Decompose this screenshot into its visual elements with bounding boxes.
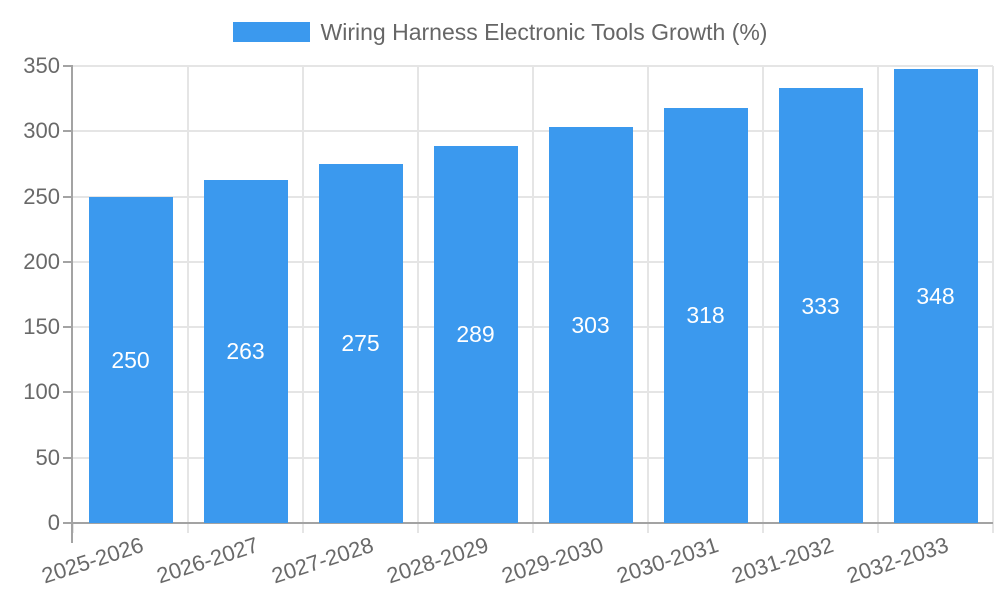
gridline-vertical — [532, 66, 534, 523]
x-axis-tick — [532, 523, 534, 533]
bar[interactable]: 318 — [663, 107, 748, 523]
gridline-vertical — [647, 66, 649, 523]
y-axis-tick-label: 0 — [47, 510, 60, 535]
bar-value-label: 263 — [226, 338, 265, 365]
y-axis-tick — [63, 195, 73, 198]
bar-value-label: 275 — [341, 330, 380, 357]
x-axis-tick — [417, 523, 419, 533]
y-axis-line — [71, 66, 73, 543]
y-axis-tick-label: 300 — [23, 118, 60, 144]
y-axis-tick-label: 350 — [23, 53, 60, 78]
bar-value-label: 289 — [456, 321, 495, 348]
gridline-vertical — [417, 66, 419, 523]
x-axis-tick — [302, 523, 304, 533]
bar[interactable]: 250 — [88, 196, 173, 523]
x-axis-tick — [877, 523, 879, 533]
bar[interactable]: 333 — [778, 88, 863, 523]
y-axis-tick — [63, 456, 73, 459]
y-axis-tick — [63, 326, 73, 329]
y-axis-tick — [63, 522, 73, 524]
x-axis-tick — [762, 523, 764, 533]
y-axis-tick-label: 250 — [23, 183, 60, 209]
bar-value-label: 318 — [686, 302, 725, 329]
bar[interactable]: 263 — [203, 179, 288, 523]
y-axis-tick — [63, 65, 73, 67]
bar[interactable]: 303 — [548, 127, 633, 523]
gridline-vertical — [302, 66, 304, 523]
y-axis-tick — [63, 391, 73, 394]
x-axis-tick — [72, 523, 74, 533]
bar-value-label: 348 — [916, 282, 955, 309]
legend-label[interactable]: Wiring Harness Electronic Tools Growth (… — [320, 19, 768, 45]
legend-swatch[interactable] — [232, 22, 310, 42]
x-axis-line — [71, 522, 993, 524]
bar[interactable]: 289 — [433, 145, 518, 523]
bar-value-label: 250 — [111, 346, 150, 373]
bar[interactable]: 348 — [893, 68, 978, 523]
x-axis-tick — [187, 523, 189, 533]
bar[interactable]: 275 — [318, 163, 403, 523]
y-axis-tick-label: 50 — [35, 444, 60, 470]
gridline-vertical — [762, 66, 764, 523]
gridline-vertical — [187, 66, 189, 523]
y-axis-tick-label: 100 — [23, 379, 60, 405]
gridline-vertical — [992, 66, 994, 523]
y-axis-tick — [63, 260, 73, 263]
x-axis-tick — [647, 523, 649, 533]
legend: Wiring Harness Electronic Tools Growth (… — [0, 20, 1000, 44]
y-axis-tick-label: 150 — [23, 314, 60, 340]
gridline-vertical — [877, 66, 879, 523]
y-axis-tick — [63, 130, 73, 133]
x-axis-tick — [992, 523, 994, 533]
y-axis-tick-label: 200 — [23, 248, 60, 274]
bar-value-label: 333 — [801, 292, 840, 319]
bar-value-label: 303 — [571, 312, 610, 339]
